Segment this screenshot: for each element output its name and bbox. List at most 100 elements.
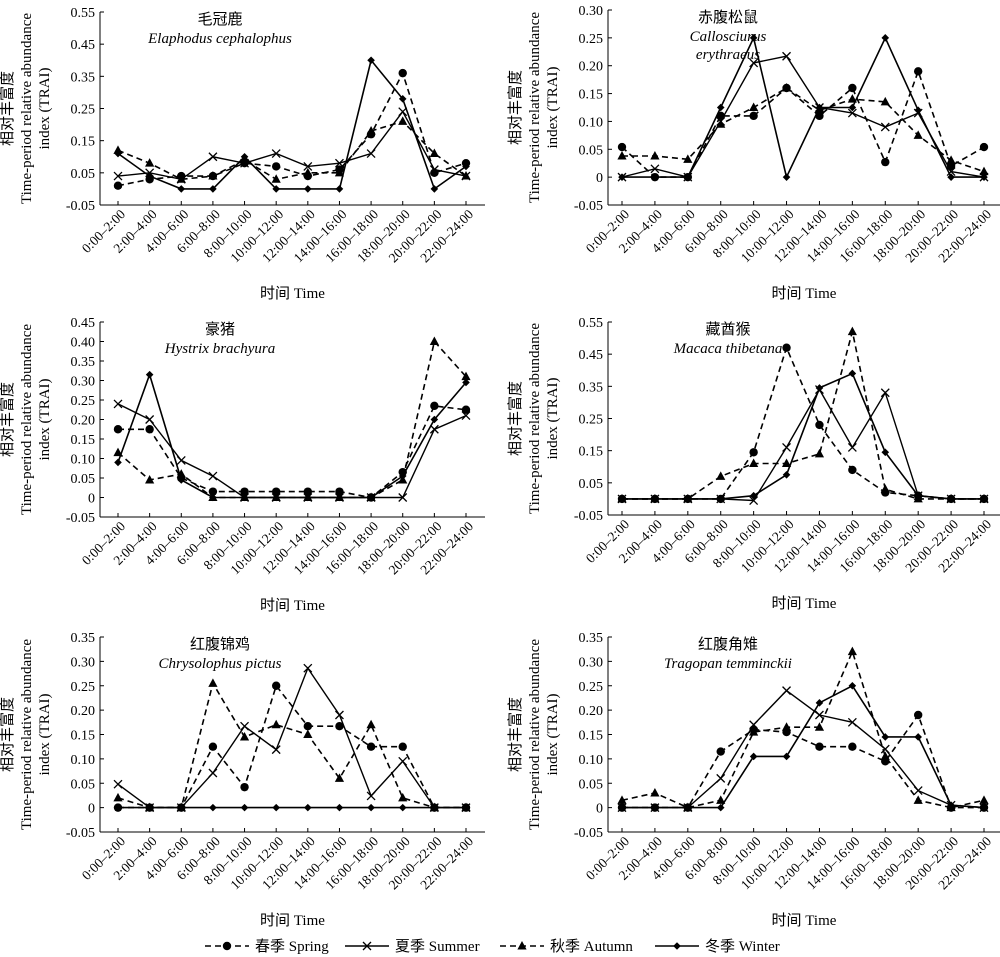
series-line — [622, 684, 985, 809]
panel-title-cn: 豪猪 — [205, 320, 235, 338]
data-point — [334, 158, 344, 168]
data-point — [271, 162, 281, 171]
chart-panel-5: -0.0500.050.100.150.200.250.300.350:00–2… — [0, 631, 485, 929]
data-point — [913, 786, 923, 796]
chart-panel-2: -0.0500.050.100.150.200.250.300:00–2:002… — [506, 4, 1000, 302]
data-point — [430, 401, 439, 411]
data-point — [272, 493, 280, 502]
data-point — [430, 185, 439, 193]
y-tick-label: 0.20 — [71, 414, 96, 429]
data-point — [979, 795, 989, 804]
series-x — [617, 51, 989, 182]
y-tick-label: 0.45 — [71, 316, 96, 331]
data-point — [782, 470, 791, 479]
y-tick-label: 0.25 — [71, 680, 96, 695]
series-line — [117, 372, 467, 499]
data-point — [208, 768, 218, 778]
data-point — [114, 458, 122, 467]
data-point — [462, 162, 470, 171]
panel-title-cn: 红腹锦鸡 — [190, 636, 250, 653]
x-axis-title: 时间 Time — [260, 285, 325, 302]
data-point — [684, 495, 692, 503]
data-point — [461, 411, 471, 421]
data-point — [303, 487, 313, 496]
data-point — [303, 663, 313, 673]
series-triangle — [113, 116, 471, 183]
series-circle — [113, 681, 471, 812]
data-point — [618, 803, 626, 812]
data-point — [461, 171, 471, 180]
series-line — [621, 649, 985, 809]
data-point — [176, 174, 186, 183]
data-point — [145, 370, 154, 379]
data-point — [880, 388, 890, 398]
data-point — [366, 791, 376, 801]
data-point — [947, 495, 955, 503]
data-point — [145, 474, 155, 484]
y-tick-label: -0.05 — [574, 826, 603, 841]
panel-title-latin: Hystrix brachyura — [164, 341, 275, 357]
chart-panel-4: -0.050.050.150.250.350.450.550:00–2:002:… — [506, 316, 1000, 612]
data-point — [430, 415, 439, 424]
data-point — [113, 425, 123, 434]
data-point — [847, 717, 857, 727]
data-point — [848, 369, 857, 378]
panel-title-latin: Tragopan temminckii — [664, 656, 792, 672]
y-tick-label: -0.05 — [66, 199, 95, 214]
data-point — [335, 487, 344, 496]
data-point — [114, 803, 122, 812]
data-point — [303, 161, 313, 171]
data-point — [240, 721, 250, 731]
data-point — [749, 448, 758, 457]
data-point — [651, 803, 659, 812]
data-point — [209, 493, 217, 502]
y-tick-label: 0.40 — [71, 336, 96, 351]
y-tick-label: 0.45 — [71, 38, 96, 53]
data-point — [716, 773, 726, 783]
data-point — [814, 448, 825, 458]
y-tick-label: -0.05 — [574, 199, 603, 214]
y-tick-label: 0.55 — [71, 6, 96, 21]
data-point — [749, 102, 759, 111]
data-point — [271, 487, 281, 496]
data-point — [113, 399, 123, 409]
y-tick-label: 0.10 — [71, 453, 96, 468]
data-point — [847, 326, 857, 336]
y-tick-label: 0.35 — [71, 631, 96, 646]
data-point — [304, 803, 312, 812]
data-point — [815, 384, 824, 392]
data-point — [240, 782, 249, 792]
data-point — [366, 719, 376, 729]
data-point — [914, 106, 922, 115]
data-point — [880, 122, 890, 132]
data-point — [334, 710, 344, 720]
series-line — [622, 388, 984, 502]
data-point — [848, 465, 857, 475]
data-point — [651, 495, 659, 503]
data-point — [271, 745, 281, 755]
data-point — [880, 751, 890, 760]
series-triangle — [113, 678, 471, 812]
x-axis-title: 时间 Time — [260, 597, 325, 614]
data-point — [782, 343, 791, 352]
data-point — [398, 756, 408, 766]
panel-title-cn: 毛冠鹿 — [197, 11, 242, 28]
y-tick-label: -0.05 — [66, 511, 95, 526]
y-tick-label: 0.20 — [71, 704, 96, 719]
y-axis-title-3: index (TRAI) — [545, 377, 561, 459]
data-point — [113, 181, 123, 190]
y-axis-title-1: 相对丰富度 — [0, 382, 16, 457]
y-tick-label: 0.05 — [579, 143, 604, 158]
data-point — [980, 803, 988, 812]
series-x — [113, 663, 471, 813]
data-point — [145, 158, 155, 167]
data-point — [398, 68, 407, 78]
series-circle — [617, 67, 989, 182]
y-tick-label: -0.05 — [574, 509, 603, 524]
y-axis-title-3: index (TRAI) — [545, 693, 561, 775]
series-line — [118, 405, 467, 499]
series-line — [117, 71, 467, 187]
y-tick-label: 0 — [88, 802, 95, 817]
legend-label: 冬季 Winter — [705, 938, 780, 955]
data-point — [650, 150, 660, 160]
